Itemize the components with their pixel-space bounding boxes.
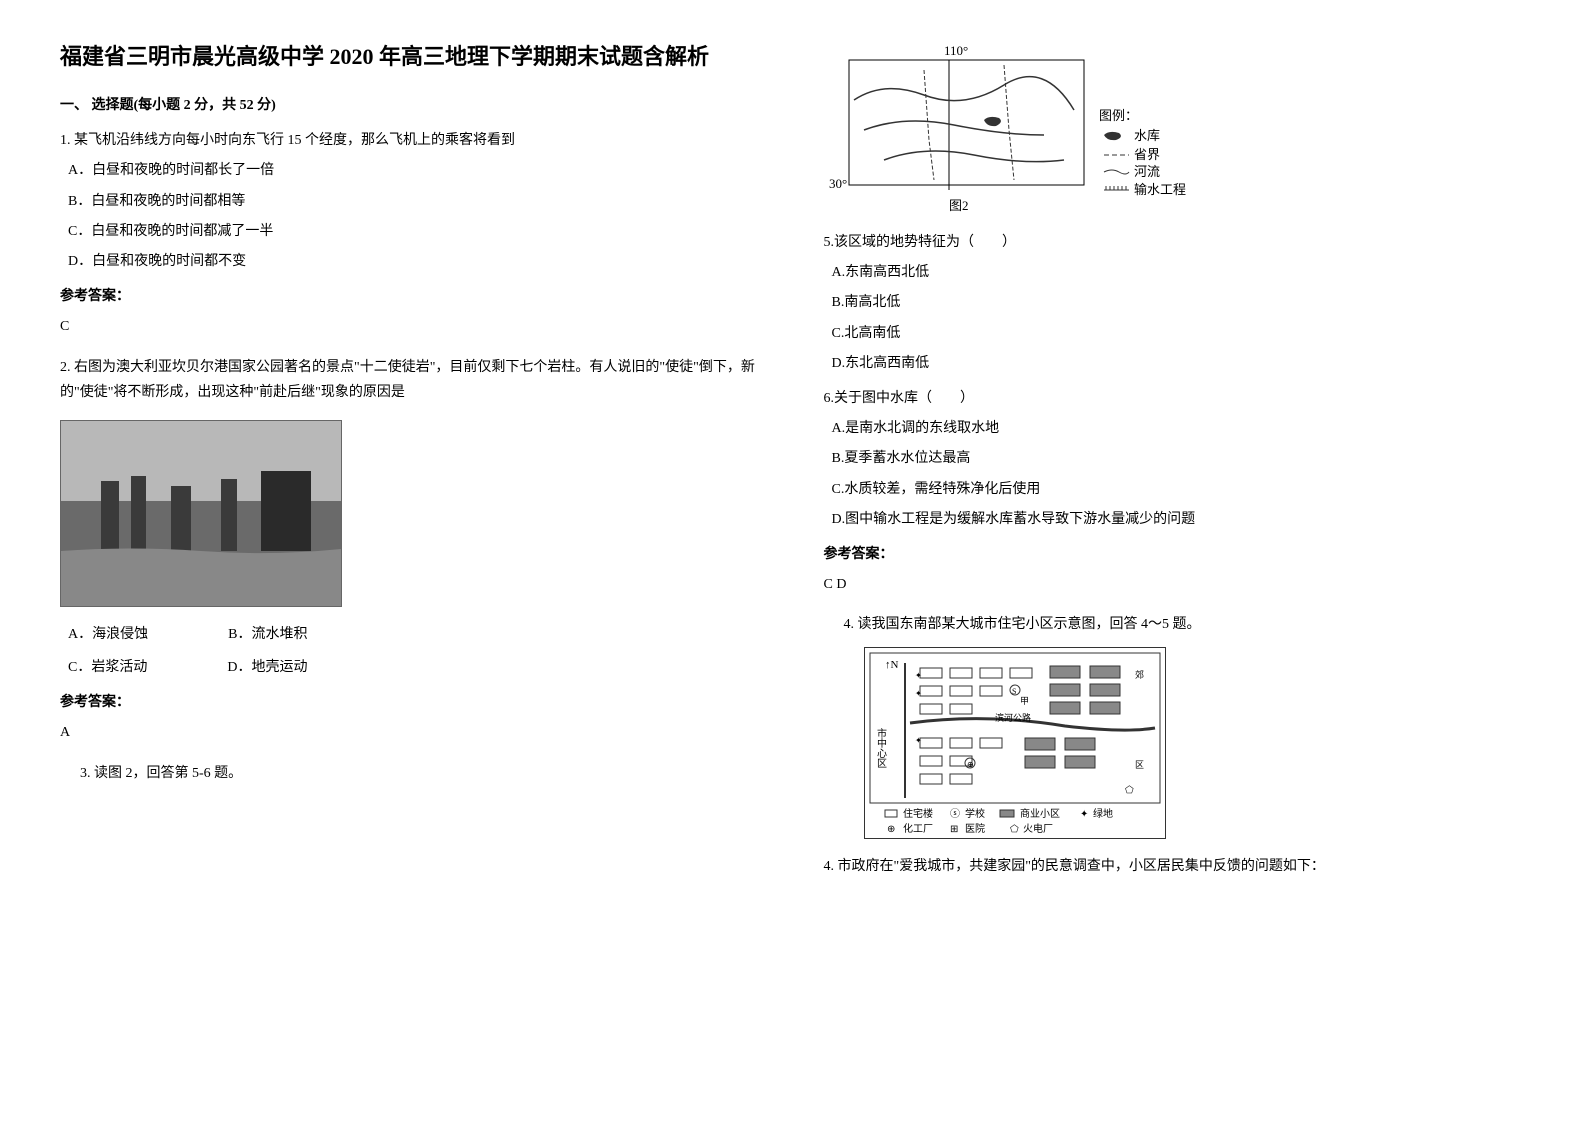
city-legend-power: 火电厂 [1023, 822, 1053, 835]
question-4-sub: 4. 市政府在"爱我城市，共建家园"的民意调查中，小区居民集中反馈的问题如下： [824, 854, 1528, 879]
svg-text:滨河公路: 滨河公路 [995, 712, 1031, 723]
q4-stem: 4. 读我国东南部某大城市住宅小区示意图，回答 4～5 题。 [844, 612, 1528, 637]
q6-opt-d: D.图中输水工程是为缓解水库蓄水导致下游水量减少的问题 [832, 507, 1528, 532]
q1-answer: C [60, 314, 764, 339]
q6-stem: 6.关于图中水库（ ） [824, 386, 1528, 411]
section-1-title: 一、 选择题(每小题 2 分，共 52 分) [60, 93, 764, 118]
map-caption: 图2 [949, 198, 969, 213]
legend-border: 省界 [1134, 147, 1160, 162]
map-longitude-label: 110° [944, 43, 968, 58]
legend-river: 河流 [1134, 164, 1160, 179]
legend-reservoir: 水库 [1134, 128, 1160, 143]
svg-text:✦: ✦ [1080, 809, 1088, 820]
svg-text:区: 区 [1135, 760, 1144, 770]
q2-answer-label: 参考答案： [60, 690, 764, 715]
question-3: 3. 读图 2，回答第 5-6 题。 [80, 761, 764, 786]
svg-text:⊕: ⊕ [887, 824, 895, 835]
map-latitude-label: 30° [829, 176, 847, 191]
q2-answer: A [60, 720, 764, 745]
q1-opt-c: C．白昼和夜晚的时间都减了一半 [68, 219, 764, 244]
q2-options-row-2: C．岩浆活动 D．地壳运动 [68, 655, 764, 680]
city-district-map: ↑N 市中心区 滨河公路 郊 区 [864, 647, 1166, 839]
q5-opt-d: D.东北高西南低 [832, 351, 1528, 376]
q1-opt-b: B．白昼和夜晚的时间都相等 [68, 189, 764, 214]
q1-stem: 1. 某飞机沿纬线方向每小时向东飞行 15 个经度，那么飞机上的乘客将看到 [60, 128, 764, 153]
q2-opt-b: B．流水堆积 [228, 622, 307, 647]
svg-text:⊞: ⊞ [950, 824, 958, 835]
svg-text:✦: ✦ [915, 671, 922, 680]
svg-text:⊕: ⊕ [967, 760, 974, 769]
left-column: 福建省三明市晨光高级中学 2020 年高三地理下学期期末试题含解析 一、 选择题… [60, 40, 764, 890]
q6-answer-label: 参考答案： [824, 542, 1528, 567]
q2-opt-c: C．岩浆活动 [68, 655, 147, 680]
q1-opt-a: A．白昼和夜晚的时间都长了一倍 [68, 158, 764, 183]
q6-answer: C D [824, 572, 1528, 597]
q5-opt-c: C.北高南低 [832, 321, 1528, 346]
q2-options-row-1: A．海浪侵蚀 B．流水堆积 [68, 622, 764, 647]
q3-stem: 3. 读图 2，回答第 5-6 题。 [80, 761, 764, 786]
legend-transfer: 输水工程 [1134, 182, 1186, 197]
q2-opt-a: A．海浪侵蚀 [68, 622, 148, 647]
city-legend-green: 绿地 [1093, 807, 1113, 820]
svg-text:甲: 甲 [1020, 696, 1029, 706]
q2-stem: 2. 右图为澳大利亚坎贝尔港国家公园著名的景点"十二使徒岩"，目前仅剩下七个岩柱… [60, 355, 764, 405]
svg-text:✦: ✦ [915, 736, 922, 745]
q2-opt-d: D．地壳运动 [227, 655, 307, 680]
q6-opt-b: B.夏季蓄水水位达最高 [832, 446, 1528, 471]
twelve-apostles-image [60, 420, 342, 607]
city-legend-hospital: 医院 [965, 822, 985, 835]
city-legend-chemical: 化工厂 [903, 822, 933, 835]
svg-text:郊: 郊 [1135, 669, 1144, 680]
svg-text:ⓢ: ⓢ [950, 808, 960, 820]
svg-text:市中心区: 市中心区 [874, 727, 886, 768]
city-legend-house: 住宅楼 [903, 807, 933, 820]
q5-opt-a: A.东南高西北低 [832, 260, 1528, 285]
q5-stem: 5.该区域的地势特征为（ ） [824, 230, 1528, 255]
q6-opt-c: C.水质较差，需经特殊净化后使用 [832, 477, 1528, 502]
svg-text:⬠: ⬠ [1010, 824, 1019, 835]
question-5: 5.该区域的地势特征为（ ） A.东南高西北低 B.南高北低 C.北高南低 D.… [824, 230, 1528, 376]
q5-opt-b: B.南高北低 [832, 290, 1528, 315]
city-legend-commercial: 商业小区 [1020, 807, 1060, 820]
legend-title: 图例： [1099, 108, 1138, 123]
region-map-figure: 110° 30° 图2 图例： 水库 [824, 40, 1204, 220]
exam-title: 福建省三明市晨光高级中学 2020 年高三地理下学期期末试题含解析 [60, 40, 764, 73]
q1-answer-label: 参考答案： [60, 284, 764, 309]
svg-text:S: S [1012, 687, 1016, 696]
q1-opt-d: D．白昼和夜晚的时间都不变 [68, 249, 764, 274]
question-4: 4. 读我国东南部某大城市住宅小区示意图，回答 4～5 题。 [844, 612, 1528, 637]
question-1: 1. 某飞机沿纬线方向每小时向东飞行 15 个经度，那么飞机上的乘客将看到 A．… [60, 128, 764, 274]
city-legend-school: 学校 [965, 807, 985, 820]
q6-opt-a: A.是南水北调的东线取水地 [832, 416, 1528, 441]
question-2: 2. 右图为澳大利亚坎贝尔港国家公园著名的景点"十二使徒岩"，目前仅剩下七个岩柱… [60, 355, 764, 405]
svg-text:⬠: ⬠ [1125, 785, 1134, 796]
svg-text:↑N: ↑N [885, 659, 899, 671]
q4-substem: 4. 市政府在"爱我城市，共建家园"的民意调查中，小区居民集中反馈的问题如下： [824, 854, 1528, 879]
question-6: 6.关于图中水库（ ） A.是南水北调的东线取水地 B.夏季蓄水水位达最高 C.… [824, 386, 1528, 532]
svg-text:✦: ✦ [915, 689, 922, 698]
right-column: 110° 30° 图2 图例： 水库 [824, 40, 1528, 890]
